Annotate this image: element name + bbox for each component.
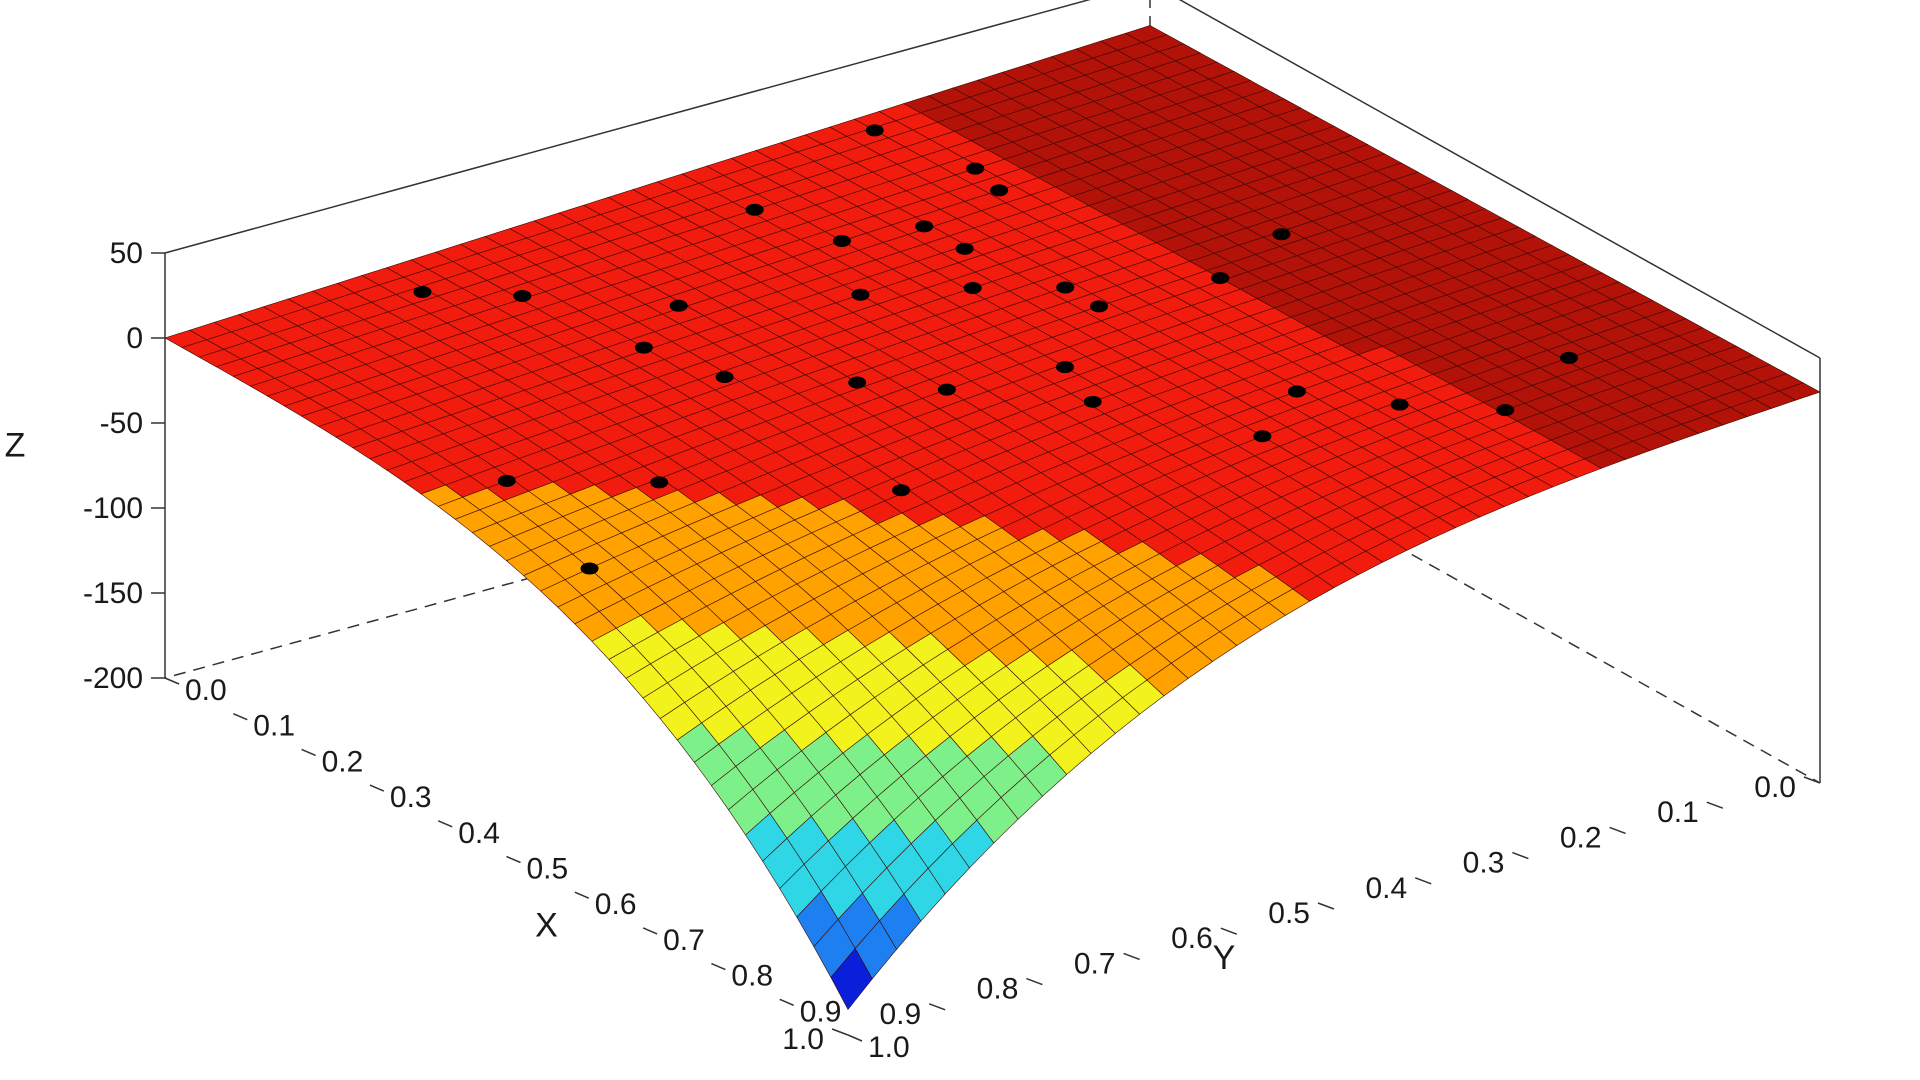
x-axis-title: X [535, 907, 558, 945]
scatter-point [650, 476, 669, 489]
y-tick-label: 0.0 [1754, 771, 1796, 804]
scatter-point [990, 184, 1009, 197]
x-tick-mark [847, 1034, 863, 1042]
scatter-point [1055, 361, 1074, 374]
y-tick-mark [1512, 851, 1529, 860]
z-tick-label: 50 [110, 237, 143, 270]
y-tick-mark [1026, 977, 1043, 986]
x-tick-mark [711, 962, 726, 971]
scatter-point [745, 203, 764, 216]
y-tick-label: 0.6 [1171, 922, 1213, 955]
x-tick-mark [437, 820, 453, 828]
scatter-point [580, 562, 599, 575]
surface-mesh [164, 25, 1821, 1011]
y-tick-mark [1609, 826, 1626, 835]
scatter-point [1056, 281, 1075, 294]
scatter-point [832, 234, 851, 247]
y-tick-label: 0.3 [1463, 847, 1505, 880]
scatter-point [865, 124, 884, 137]
x-tick-label: 0.2 [322, 745, 364, 778]
x-tick-mark [506, 855, 521, 864]
x-tick-mark [779, 998, 794, 1006]
scatter-point [966, 162, 985, 175]
x-tick-mark [233, 713, 248, 721]
z-tick-label: -50 [100, 407, 143, 440]
x-tick-mark [164, 677, 180, 685]
scatter-point [669, 299, 688, 312]
scatter-point [1287, 385, 1306, 398]
scatter-point [1496, 404, 1515, 417]
x-tick-mark [369, 784, 385, 792]
x-tick-mark [574, 891, 590, 899]
y-tick-label: 0.4 [1365, 872, 1407, 905]
scatter-point [1211, 272, 1230, 285]
scatter-point [715, 371, 734, 384]
scatter-point [1083, 395, 1102, 408]
y-tick-mark [1317, 902, 1335, 910]
y-tick-label: 0.5 [1268, 897, 1310, 930]
x-tick-label: 0.6 [595, 888, 637, 921]
z-tick-label: 0 [126, 322, 143, 355]
scatter-point [963, 282, 982, 295]
x-tick-mark [301, 748, 316, 757]
scatter-point [892, 484, 911, 497]
x-tick-label: 0.9 [800, 995, 842, 1028]
z-tick-label: -100 [83, 492, 143, 525]
y-tick-mark [1123, 952, 1140, 961]
scatter-point [851, 288, 870, 301]
top-edge-x [1178, 0, 1821, 359]
x-tick-label: 0.5 [527, 853, 569, 886]
x-tick-mark [642, 927, 658, 935]
y-tick-label: 0.9 [879, 998, 921, 1031]
scatter-point [915, 220, 934, 233]
scatter-point [513, 289, 532, 302]
surface-cell [830, 947, 873, 1011]
x-tick-label: 1.0 [868, 1031, 910, 1064]
axes: 50 0 -50 -100 -150 -200 Z 0.0 0.1 0.2 0.3 0.4 0.5 0.6… [5, 237, 1821, 1064]
x-tick-label: 0.4 [458, 817, 500, 850]
z-tick-label: -150 [83, 577, 143, 610]
y-tick-label: 0.8 [977, 973, 1019, 1006]
scatter-point [413, 286, 432, 299]
y-tick-mark [928, 1003, 946, 1011]
scatter-point [497, 474, 516, 487]
top-edge-y [164, 0, 1091, 254]
scatter-point [937, 383, 956, 396]
scatter-point [955, 242, 974, 255]
scatter-point [1272, 228, 1291, 241]
y-tick-mark [1803, 776, 1821, 784]
z-tick-label: -200 [83, 662, 143, 695]
x-tick-label: 0.3 [390, 781, 432, 814]
y-tick-label: 0.1 [1657, 796, 1699, 829]
y-tick-mark [1414, 877, 1432, 885]
y-tick-mark [1706, 801, 1724, 809]
y-tick-label: 1.0 [782, 1023, 824, 1056]
scatter-point [1253, 430, 1272, 443]
y-axis-title: Y [1213, 939, 1236, 977]
scatter-markers [413, 124, 1579, 575]
x-tick-label: 0.0 [185, 674, 227, 707]
x-tick-label: 0.7 [663, 924, 705, 957]
z-axis-title: Z [5, 426, 26, 464]
y-tick-mark [831, 1028, 849, 1036]
x-tick-label: 0.8 [731, 960, 773, 993]
y-tick-label: 0.7 [1074, 947, 1116, 980]
scatter-point [634, 341, 653, 354]
scatter-point [848, 376, 867, 389]
y-tick-mark [1220, 927, 1238, 935]
y-tick-label: 0.2 [1560, 821, 1602, 854]
scatter-point [1560, 351, 1579, 364]
scatter-point [1090, 300, 1109, 313]
scatter-point [1390, 398, 1409, 411]
x-tick-label: 0.1 [253, 710, 295, 743]
